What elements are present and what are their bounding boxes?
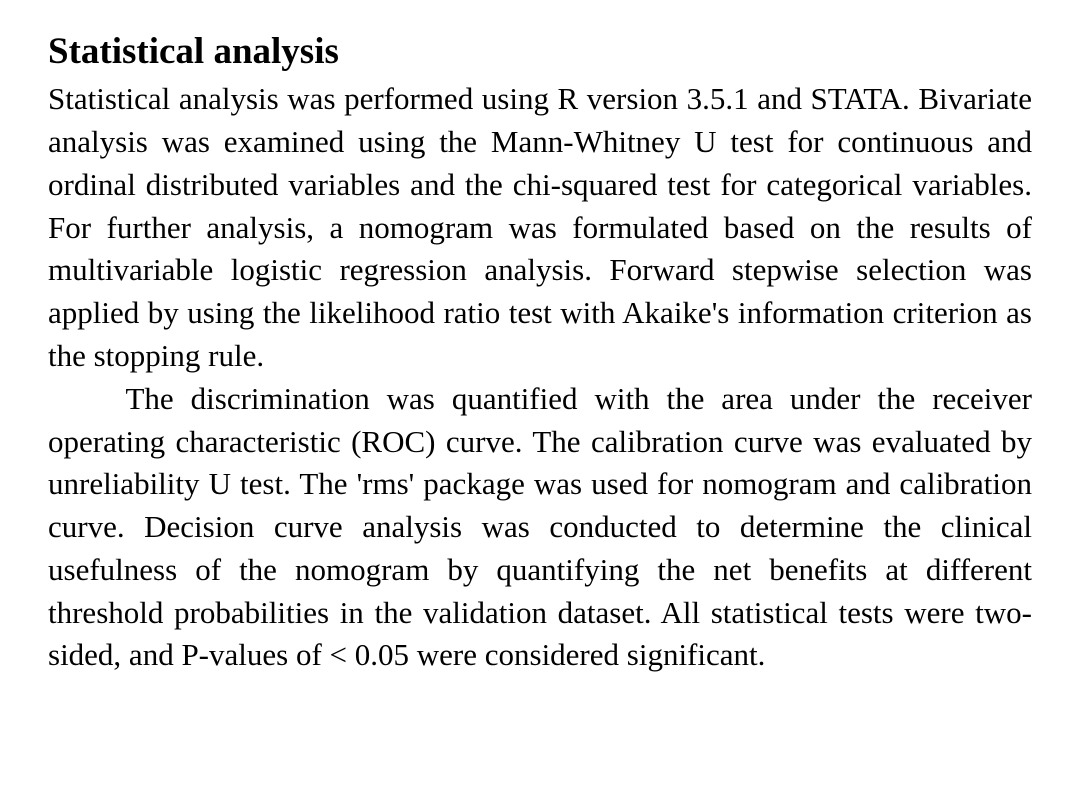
section-heading: Statistical analysis bbox=[48, 30, 1032, 74]
body-paragraph-1: Statistical analysis was performed using… bbox=[48, 78, 1032, 377]
body-paragraph-2: The discrimination was quantified with t… bbox=[48, 378, 1032, 677]
